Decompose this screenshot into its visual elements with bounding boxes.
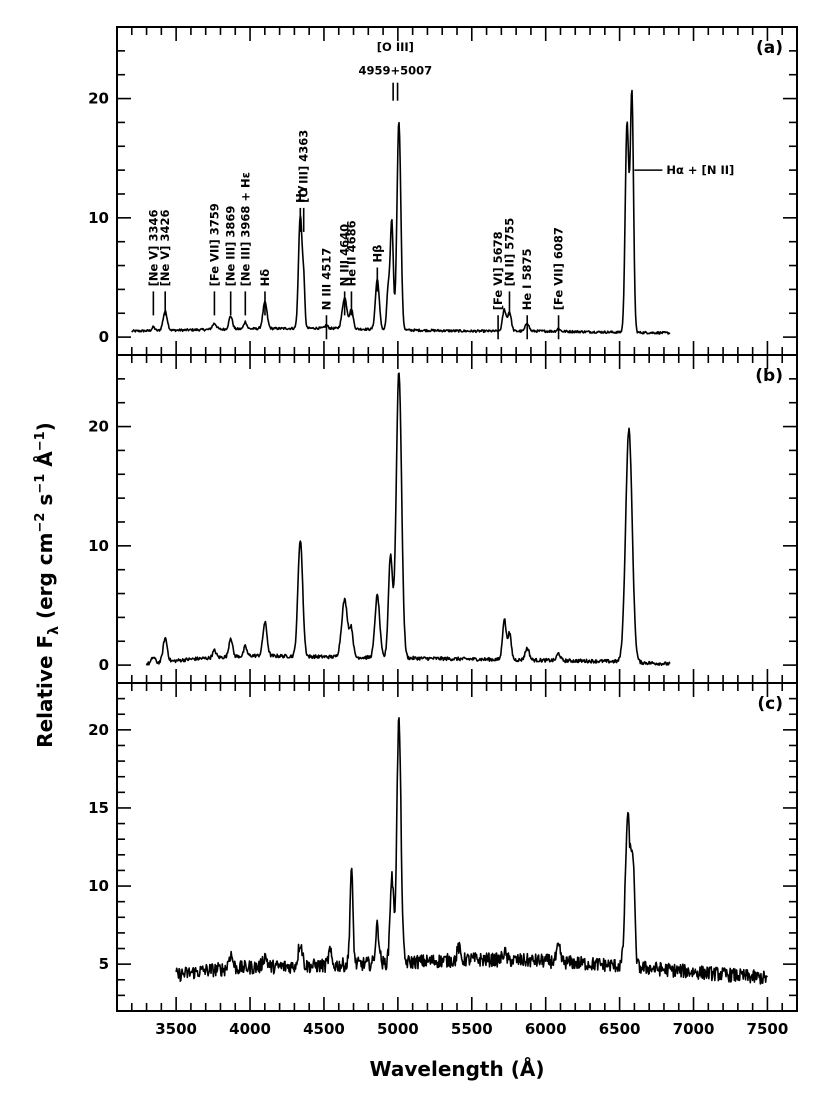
x-tick-label: 5500 [451, 1020, 493, 1038]
panel-frame [116, 354, 798, 684]
line-label: [Ne V] 3346 [146, 210, 160, 287]
line-label: [N II] 5755 [502, 218, 516, 287]
line-label: Hα + [N II] [666, 163, 734, 177]
x-tick-label: 6000 [525, 1020, 567, 1038]
x-tick-labels: 3500 4000 4500 5000 5500 6000 6500 7000 7500 [155, 1020, 788, 1038]
y-tick-label: 0 [99, 328, 109, 346]
line-label: [O III] [377, 40, 414, 54]
panel-label: (b) [755, 366, 783, 386]
y-tick-label: 15 [88, 799, 109, 817]
x-tick-label: 3500 [155, 1020, 197, 1038]
panel-frame [116, 26, 798, 356]
line-label: N III 4517 [319, 248, 333, 310]
line-label: He I 5875 [520, 249, 534, 311]
panel-label: (c) [757, 694, 783, 714]
line-label: [Ne V] 3426 [158, 210, 172, 287]
y-axis-title-exp-1a: −1 [33, 474, 48, 494]
line-annotations: [Ne V] 3346[Ne V] 3426 [Fe VII] 3759 [Ne I… [146, 40, 734, 340]
y-axis-title-units-A: Å [33, 451, 57, 474]
x-tick-label: 4500 [303, 1020, 345, 1038]
y-axis-title-main: Relative F [33, 635, 57, 748]
spectrum-line [131, 89, 671, 335]
panel-0: 0 10 20 (a) [88, 26, 798, 356]
spectrum-line [145, 372, 671, 667]
panel-2: 5 10 15 20 (c) [88, 682, 798, 1012]
spectrum-line [175, 717, 769, 985]
x-tick-label: 5000 [377, 1020, 419, 1038]
x-tick-label: 7500 [747, 1020, 789, 1038]
x-tick-label: 4000 [229, 1020, 271, 1038]
y-axis-title-exp-1b: −1 [33, 431, 48, 451]
panel-1: 0 10 20 (b) [88, 354, 798, 684]
line-label: Hβ [370, 245, 384, 263]
y-tick-label: 5 [99, 955, 109, 973]
panels-layer: 0 10 20 (a) 0 10 20 (b) 5 10 15 20 (c) 3500 4000 4500 50… [88, 26, 798, 1038]
y-tick-label: 10 [88, 209, 109, 227]
y-tick-label: 10 [88, 877, 109, 895]
y-tick-label: 20 [88, 418, 109, 436]
y-tick-label: 0 [99, 656, 109, 674]
line-label: [Fe VII] 3759 [207, 203, 221, 286]
y-axis-title-units-s: s [33, 494, 57, 513]
line-label: [Fe VII] 6087 [552, 227, 566, 310]
y-axis-title-close: ) [33, 422, 57, 431]
y-axis-title-units-open: (erg cm [33, 532, 57, 626]
y-tick-label: 10 [88, 537, 109, 555]
line-label: [O III] 4363 [297, 130, 311, 203]
y-tick-label: 20 [88, 721, 109, 739]
y-tick-label: 20 [88, 90, 109, 108]
line-label: He II 4686 [344, 220, 358, 286]
y-axis-title: Relative Fλ (erg cm−2 s−1 Å−1) [33, 422, 62, 748]
panel-label: (a) [756, 38, 783, 58]
line-label: N III 4640 [338, 224, 352, 286]
line-label: [Fe VI] 5678 [491, 231, 505, 310]
line-label: [Ne III] 3968 + Hε [238, 172, 252, 286]
x-axis-title: Wavelength (Å) [370, 1057, 545, 1081]
panel-frame [116, 682, 798, 1012]
line-label: Hγ [293, 185, 307, 203]
line-label: [Ne III] 3869 [224, 206, 238, 287]
x-tick-label: 6500 [599, 1020, 641, 1038]
y-axis-title-lambda: λ [46, 626, 62, 635]
line-label: Hδ [258, 269, 272, 287]
line-label: 4959+5007 [359, 64, 433, 78]
x-tick-label: 7000 [673, 1020, 715, 1038]
y-axis-title-exp-2: −2 [33, 513, 48, 533]
